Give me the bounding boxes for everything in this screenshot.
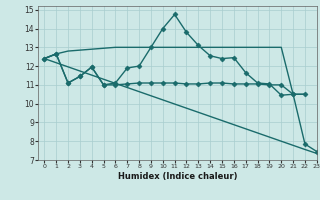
X-axis label: Humidex (Indice chaleur): Humidex (Indice chaleur) bbox=[118, 172, 237, 181]
